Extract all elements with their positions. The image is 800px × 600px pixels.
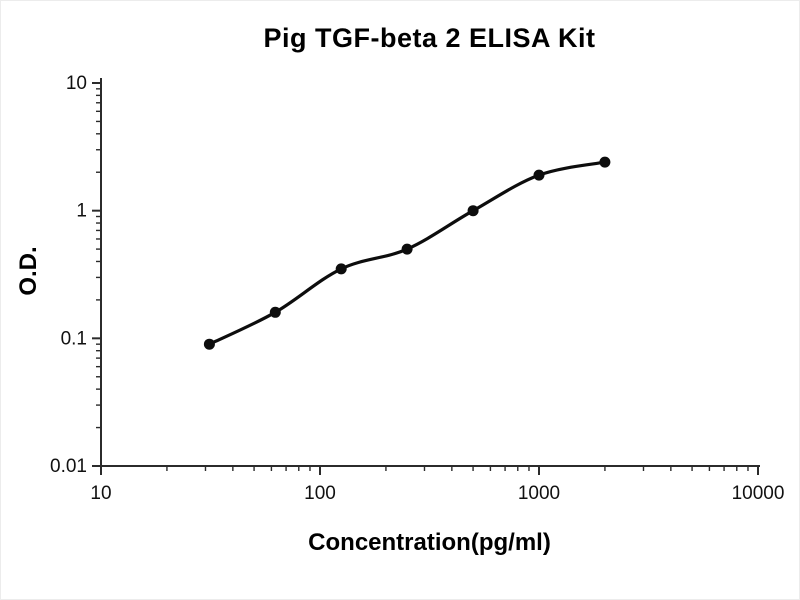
data-point [335, 263, 347, 275]
x-tick-label: 100 [304, 483, 336, 504]
y-tick-label: 1 [76, 201, 87, 222]
y-tick-label: 0.01 [50, 456, 87, 477]
x-tick-label: 1000 [518, 483, 560, 504]
chart-title: Pig TGF-beta 2 ELISA Kit [263, 23, 596, 53]
data-point [269, 306, 281, 318]
data-point [467, 205, 479, 217]
x-tick-label: 10000 [732, 483, 785, 504]
x-tick-label: 10 [90, 483, 111, 504]
data-point [599, 156, 611, 168]
data-point [533, 169, 545, 181]
y-tick-label: 10 [66, 73, 87, 94]
data-point [401, 243, 413, 255]
x-axis-label: Concentration(pg/ml) [308, 529, 551, 556]
y-tick-label: 0.1 [61, 328, 87, 349]
data-point [203, 338, 215, 350]
